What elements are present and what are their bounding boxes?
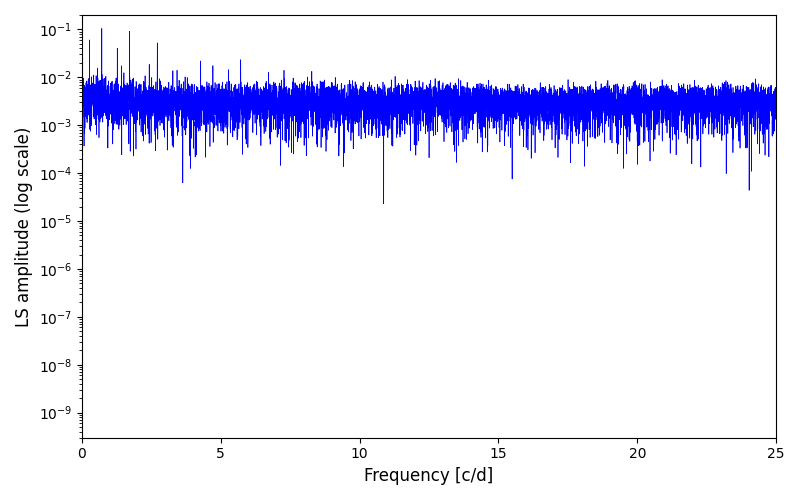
Y-axis label: LS amplitude (log scale): LS amplitude (log scale)	[15, 126, 33, 326]
X-axis label: Frequency [c/d]: Frequency [c/d]	[364, 467, 494, 485]
